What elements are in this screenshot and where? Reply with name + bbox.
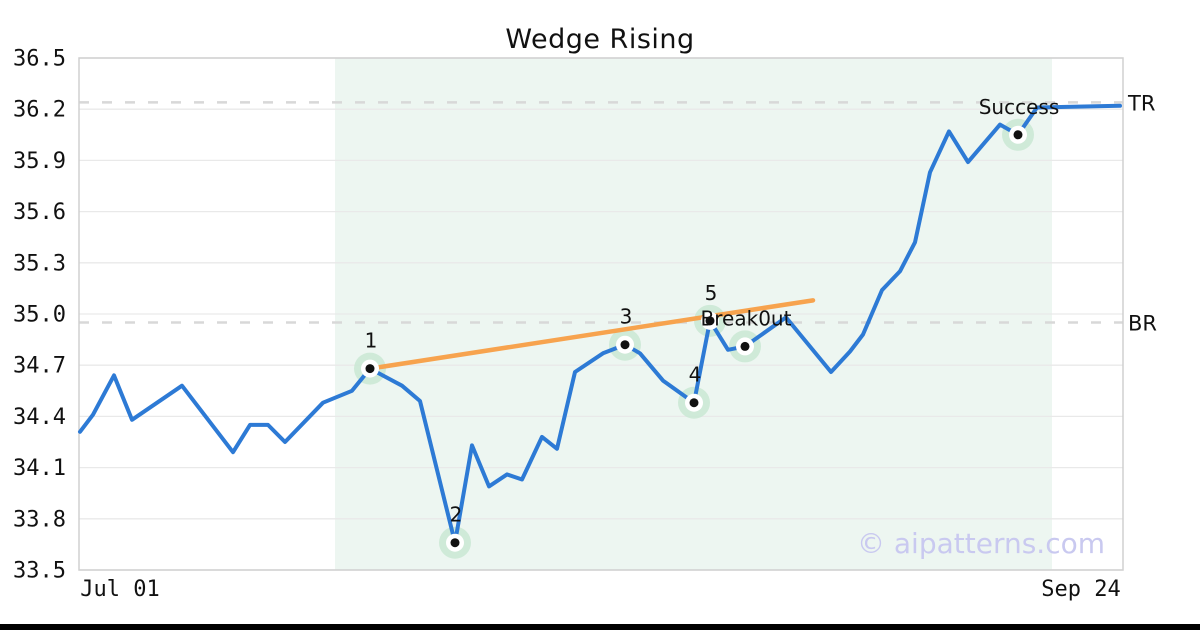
bottom-border-bar	[0, 624, 1200, 630]
marker-dot	[740, 341, 750, 351]
y-tick-label: 34.1	[13, 456, 66, 481]
plot-border	[78, 57, 1124, 571]
annotation-label: 4	[689, 363, 702, 387]
marker-dot	[1013, 130, 1023, 140]
y-tick-label: 33.5	[13, 559, 66, 584]
annotation-label: 5	[705, 281, 718, 305]
watermark: © aipatterns.com	[856, 527, 1105, 560]
y-tick-label: 36.2	[13, 98, 66, 123]
y-tick-label: 33.8	[13, 507, 66, 532]
y-tick-label: 35.3	[13, 251, 66, 276]
page-title: Wedge Rising	[505, 24, 695, 55]
marker-dot	[450, 538, 460, 548]
annotation-label: 1	[365, 329, 378, 353]
y-tick-label: 34.4	[13, 405, 66, 430]
level-label-br: BR	[1128, 312, 1157, 336]
y-tick-label: 36.5	[13, 47, 66, 72]
level-label-tr: TR	[1127, 91, 1155, 115]
y-tick-label: 35.6	[13, 200, 66, 225]
y-tick-label: 35.9	[13, 149, 66, 174]
trendline	[367, 298, 816, 371]
annotation-label: Success	[979, 95, 1060, 119]
price-line	[78, 103, 1122, 545]
marker-dot	[689, 398, 699, 408]
annotation-label: 3	[620, 305, 633, 329]
annotation-label: Break0ut	[701, 306, 792, 330]
y-tick-label: 35.0	[13, 303, 66, 328]
marker-dot	[620, 340, 630, 350]
marker-dot	[365, 364, 375, 374]
x-tick-label: Sep 24	[1041, 577, 1120, 602]
annotation-label: 2	[450, 503, 463, 527]
y-tick-label: 34.7	[13, 354, 66, 379]
x-tick-label: Jul 01	[80, 577, 159, 602]
marker-dot	[705, 316, 715, 326]
